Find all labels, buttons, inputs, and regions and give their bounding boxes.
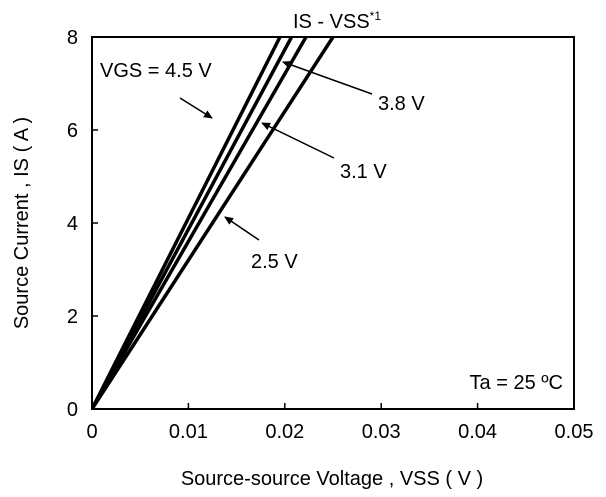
series-layer <box>92 37 333 409</box>
x-tick-label: 0.03 <box>362 421 401 443</box>
y-tick-label: 0 <box>67 399 78 421</box>
y-tick-label: 2 <box>67 306 78 328</box>
y-tick-label: 8 <box>67 27 78 49</box>
plot-area <box>92 37 574 409</box>
series-label-arrow-vgs-3-1v <box>262 123 334 158</box>
series-line-vgs-3-1v <box>92 37 306 409</box>
series-label-arrow-vgs-3-8v <box>283 62 372 94</box>
chart-title: IS - VSS*1 <box>293 9 381 33</box>
y-axis-label: Source Current , IS ( A ) <box>11 117 33 329</box>
temperature-annotation: Ta = 25 ºC <box>470 372 563 394</box>
x-tick-label: 0.04 <box>458 421 497 443</box>
series-label-vgs-2-5v: 2.5 V <box>251 251 298 273</box>
series-label-vgs-3-8v: 3.8 V <box>378 93 425 115</box>
series-line-vgs-3-8v <box>92 37 292 409</box>
title-superscript: *1 <box>370 9 382 23</box>
series-label-arrow-vgs-2-5v <box>225 217 259 240</box>
y-tick-label: 4 <box>67 213 78 235</box>
plot-frame <box>92 37 574 409</box>
series-label-vgs-4-5v: VGS = 4.5 V <box>100 60 212 82</box>
x-axis-label: Source-source Voltage , VSS ( V ) <box>181 468 483 490</box>
series-label-vgs-3-1v: 3.1 V <box>340 161 387 183</box>
y-tick-label: 6 <box>67 120 78 142</box>
x-tick-label: 0.01 <box>169 421 208 443</box>
x-tick-label: 0 <box>86 421 97 443</box>
series-label-arrow-vgs-4-5v <box>180 98 212 118</box>
series-line-vgs-2-5v <box>92 37 333 409</box>
x-tick-label: 0.05 <box>555 421 594 443</box>
x-tick-label: 0.02 <box>265 421 304 443</box>
